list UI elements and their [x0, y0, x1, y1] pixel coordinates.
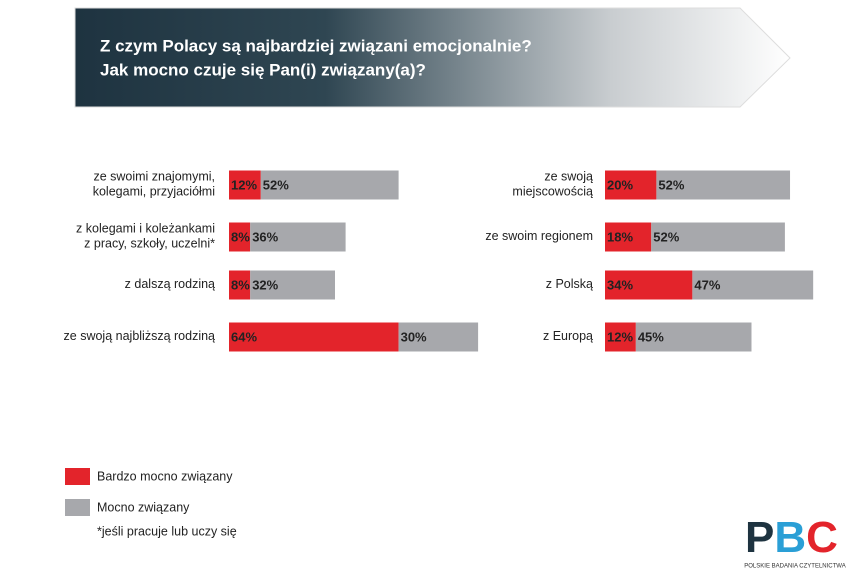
- value-label: 34%: [607, 277, 633, 292]
- category-label: z Europą: [543, 329, 593, 343]
- header-banner: [74, 7, 791, 108]
- bar-segment: [260, 170, 399, 200]
- bar-segment: [250, 222, 346, 252]
- value-label: 36%: [252, 229, 278, 244]
- category-label: ze swoimi znajomymi, kolegami, przyjaciół…: [93, 170, 215, 199]
- value-label: 52%: [263, 177, 289, 192]
- footnote: *jeśli pracuje lub uczy się: [97, 524, 237, 538]
- value-label: 64%: [231, 329, 257, 344]
- value-label: 8%: [231, 277, 250, 292]
- logo-subtitle: POLSKIE BADANIA CZYTELNICTWA: [744, 564, 845, 570]
- bar-segment: [229, 222, 251, 252]
- title-line: Jak mocno czuje się Pan(i) związany(a)?: [100, 60, 426, 79]
- legend-swatch: [65, 499, 90, 516]
- value-label: 52%: [653, 229, 679, 244]
- value-label: 52%: [658, 177, 684, 192]
- category-label: ze swoim regionem: [485, 229, 593, 243]
- value-label: 32%: [252, 277, 278, 292]
- bar-segment: [229, 322, 399, 352]
- category-label: z dalszą rodziną: [125, 277, 215, 291]
- value-label: 18%: [607, 229, 633, 244]
- value-label: 47%: [694, 277, 720, 292]
- value-label: 45%: [638, 329, 664, 344]
- bar-segment: [229, 270, 251, 300]
- bar-segment: [229, 170, 261, 200]
- legend-swatch: [65, 468, 90, 485]
- category-label: z Polską: [546, 277, 593, 291]
- value-label: 20%: [607, 177, 633, 192]
- logo: PBC: [745, 513, 838, 562]
- bar-segment: [605, 270, 693, 300]
- bar-segment: [605, 170, 657, 200]
- bar-segment: [651, 222, 785, 252]
- bar-segment: [692, 270, 814, 300]
- bar-segment: [398, 322, 479, 352]
- category-label: z kolegami i koleżankami z pracy, szkoły,…: [76, 222, 215, 251]
- bar-segment: [635, 322, 752, 352]
- value-label: 12%: [231, 177, 257, 192]
- legend-label: Bardzo mocno związany: [97, 469, 233, 483]
- bar-segment: [656, 170, 791, 200]
- category-label: ze swoją najbliższą rodziną: [64, 329, 216, 343]
- value-label: 12%: [607, 329, 633, 344]
- bar-segment: [605, 222, 652, 252]
- category-label: ze swoją miejscowością: [512, 170, 593, 199]
- value-label: 30%: [401, 329, 427, 344]
- title-line: Z czym Polacy są najbardziej związani em…: [100, 36, 532, 55]
- value-label: 8%: [231, 229, 250, 244]
- bar-segment: [250, 270, 335, 300]
- legend-label: Mocno związany: [97, 500, 190, 514]
- bar-segment: [605, 322, 636, 352]
